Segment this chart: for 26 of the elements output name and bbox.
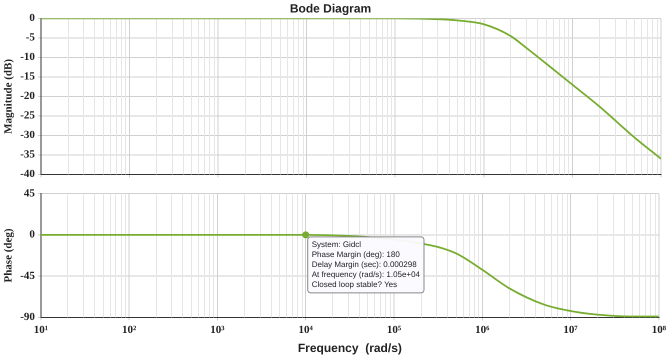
y-tick-label: -30 bbox=[20, 129, 36, 142]
x-tick-label: 10³ bbox=[210, 324, 226, 336]
y-tick-label: -40 bbox=[20, 168, 36, 180]
y-tick-label: -25 bbox=[20, 110, 36, 122]
y-tick-label: -35 bbox=[20, 148, 36, 161]
y-tick-label: 0 bbox=[29, 12, 36, 24]
y-tick-label: 0 bbox=[29, 228, 36, 241]
x-tick-label: 10⁵ bbox=[386, 324, 402, 336]
y-tick-label: -10 bbox=[20, 51, 36, 64]
y-tick-label: -45 bbox=[20, 270, 36, 282]
y-tick-label: 45 bbox=[24, 187, 36, 200]
x-axis-title: Frequency (rad/s) bbox=[298, 341, 402, 356]
y-axis-title: Magnitude (dB) bbox=[2, 58, 14, 134]
y-tick-label: -90 bbox=[20, 311, 36, 324]
x-tick-label: 10⁴ bbox=[298, 324, 314, 336]
x-tick-label: 10¹ bbox=[34, 324, 48, 336]
chart-title: Bode Diagram bbox=[290, 2, 372, 16]
x-tick-label: 10⁸ bbox=[652, 324, 667, 336]
y-tick-label: -5 bbox=[26, 32, 36, 44]
y-tick-label: -15 bbox=[20, 70, 36, 83]
y-tick-label: -20 bbox=[20, 90, 36, 102]
y-axis-title: Phase (deg) bbox=[2, 228, 14, 283]
x-tick-label: 10² bbox=[122, 324, 137, 336]
annotation: System: Gidcl Phase Margin (deg): 180 Delay Margin (sec): 0.000298 At frequency (rad/s): 1.05e+04 Closed loop stable? Yes bbox=[312, 240, 421, 290]
x-tick-label: 10⁶ bbox=[475, 324, 490, 336]
x-tick-label: 10⁷ bbox=[563, 324, 578, 336]
